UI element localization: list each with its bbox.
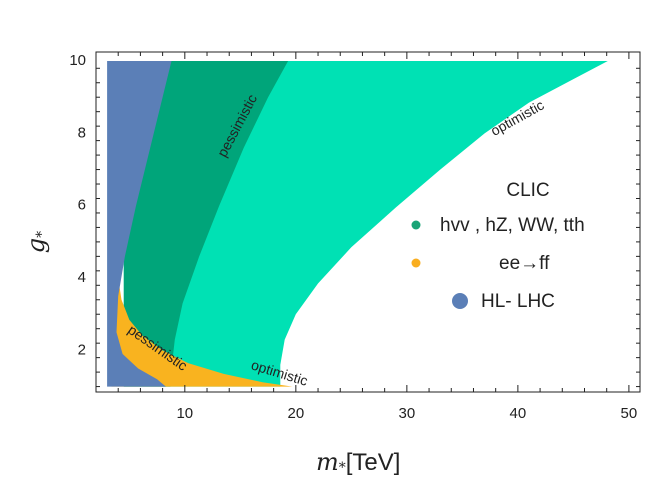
legend-entry-1: ee→ff — [499, 253, 550, 274]
x-axis-subscript: * — [339, 460, 346, 476]
y-tick-label: 2 — [78, 341, 86, 358]
x-tick-label: 50 — [621, 405, 638, 422]
y-axis-symbol: g — [22, 238, 50, 253]
x-tick-label: 40 — [510, 405, 527, 422]
legend-entry-2: HL- LHC — [481, 291, 555, 312]
x-tick-label: 20 — [287, 405, 304, 422]
x-tick-label: 10 — [176, 405, 193, 422]
legend-marker-1 — [411, 258, 421, 268]
legend-marker-0 — [411, 220, 421, 230]
y-tick-label: 10 — [69, 52, 86, 69]
regions-layer — [107, 61, 608, 387]
region-hl-lhc — [107, 61, 172, 387]
x-axis-label: m*[TeV] — [316, 448, 400, 476]
x-tick-label: 30 — [399, 405, 416, 422]
legend: CLIC hvv , hZ, WW, tth ee→ff HL- LHC — [411, 180, 585, 312]
legend-title: CLIC — [506, 180, 549, 201]
y-tick-label: 4 — [78, 269, 86, 286]
plot-frame — [95, 51, 641, 393]
legend-marker-2 — [452, 293, 468, 309]
y-axis-subscript: * — [34, 231, 50, 238]
ticks-layer: 10 20 30 40 50 2 4 6 8 10 — [69, 52, 640, 422]
y-axis-label: g* — [22, 231, 50, 253]
y-tick-label: 8 — [78, 124, 86, 141]
x-axis-symbol: m — [316, 448, 339, 476]
y-tick-label: 6 — [78, 197, 86, 214]
legend-entry-0: hvv , hZ, WW, tth — [440, 215, 585, 236]
region-ee-ff — [111, 258, 293, 387]
x-axis-unit: [TeV] — [346, 449, 401, 476]
region-clic-pessimistic — [123, 61, 289, 387]
